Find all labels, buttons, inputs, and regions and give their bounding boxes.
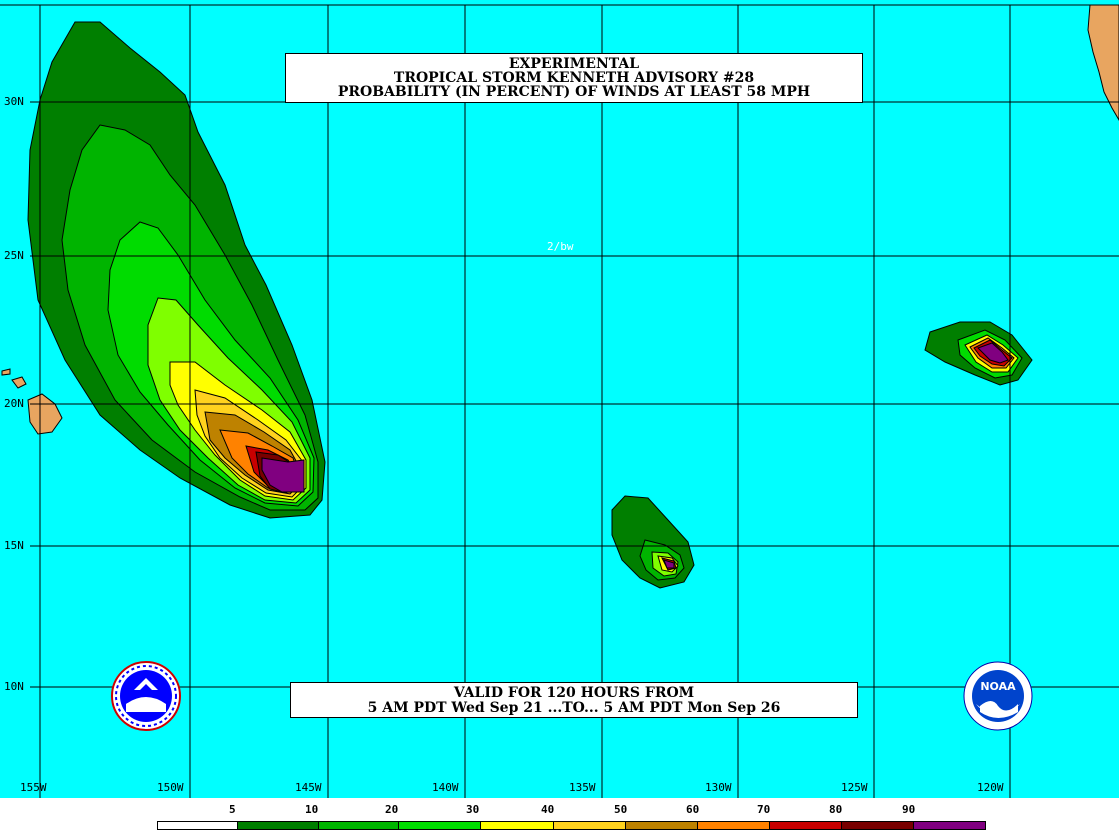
- probability-legend: 5 10 20 30 40 50 60 70 80 90: [0, 798, 1119, 839]
- map-canvas: [0, 4, 1119, 798]
- molokai-island: [1, 368, 11, 376]
- lon-label-135w: 135W: [569, 781, 596, 794]
- north-america-land: [1087, 4, 1119, 121]
- legend-label-20: 20: [385, 803, 399, 816]
- lat-label-20n: 20N: [4, 397, 24, 410]
- legend-swatch: [318, 821, 399, 830]
- title-line-2: TROPICAL STORM KENNETH ADVISORY #28: [393, 70, 755, 86]
- maui-island: [11, 376, 27, 389]
- legend-swatch: [480, 821, 554, 830]
- legend-swatch: [625, 821, 698, 830]
- lon-label-125w: 125W: [841, 781, 868, 794]
- hawaii-big-island: [27, 393, 63, 435]
- lon-label-140w: 140W: [432, 781, 459, 794]
- probability-map: 30N 25N 20N 15N 10N 155W 150W 145W 140W …: [0, 0, 1119, 798]
- legend-swatch: [841, 821, 914, 830]
- title-box: EXPERIMENTAL TROPICAL STORM KENNETH ADVI…: [285, 53, 863, 103]
- lat-label-10n: 10N: [4, 680, 24, 693]
- noaa-logo-text: NOAA: [980, 680, 1016, 693]
- legend-swatch: [398, 821, 481, 830]
- valid-period-box: VALID FOR 120 HOURS FROM 5 AM PDT Wed Se…: [290, 682, 858, 718]
- legend-swatch: [769, 821, 842, 830]
- legend-swatch: [157, 821, 238, 830]
- legend-label-40: 40: [541, 803, 555, 816]
- legend-label-30: 30: [466, 803, 480, 816]
- title-line-3: PROBABILITY (IN PERCENT) OF WINDS AT LEA…: [337, 84, 811, 100]
- credit-label: 2/bw: [547, 240, 574, 253]
- legend-label-10: 10: [305, 803, 319, 816]
- legend-swatch: [553, 821, 626, 830]
- probability-swath-main: [27, 21, 326, 519]
- lat-lon-grid: [0, 4, 1119, 798]
- legend-label-90: 90: [902, 803, 916, 816]
- valid-line-1: VALID FOR 120 HOURS FROM: [453, 685, 695, 701]
- legend-label-5: 5: [229, 803, 236, 816]
- lon-label-130w: 130W: [705, 781, 732, 794]
- legend-swatch: [237, 821, 319, 830]
- lon-label-155w: 155W: [20, 781, 47, 794]
- legend-label-50: 50: [614, 803, 628, 816]
- legend-label-80: 80: [829, 803, 843, 816]
- legend-label-60: 60: [686, 803, 700, 816]
- lat-label-25n: 25N: [4, 249, 24, 262]
- lon-label-120w: 120W: [977, 781, 1004, 794]
- contour-max: [261, 457, 305, 493]
- title-line-1: EXPERIMENTAL: [508, 56, 640, 72]
- lon-label-150w: 150W: [157, 781, 184, 794]
- lat-label-15n: 15N: [4, 539, 24, 552]
- legend-label-70: 70: [757, 803, 771, 816]
- valid-line-2: 5 AM PDT Wed Sep 21 ...TO... 5 AM PDT Mo…: [367, 700, 781, 716]
- lat-label-30n: 30N: [4, 95, 24, 108]
- legend-swatch: [913, 821, 986, 830]
- probability-swath-east: [924, 321, 1033, 386]
- legend-swatch: [697, 821, 770, 830]
- lon-label-145w: 145W: [295, 781, 322, 794]
- probability-swath-middle: [611, 495, 695, 589]
